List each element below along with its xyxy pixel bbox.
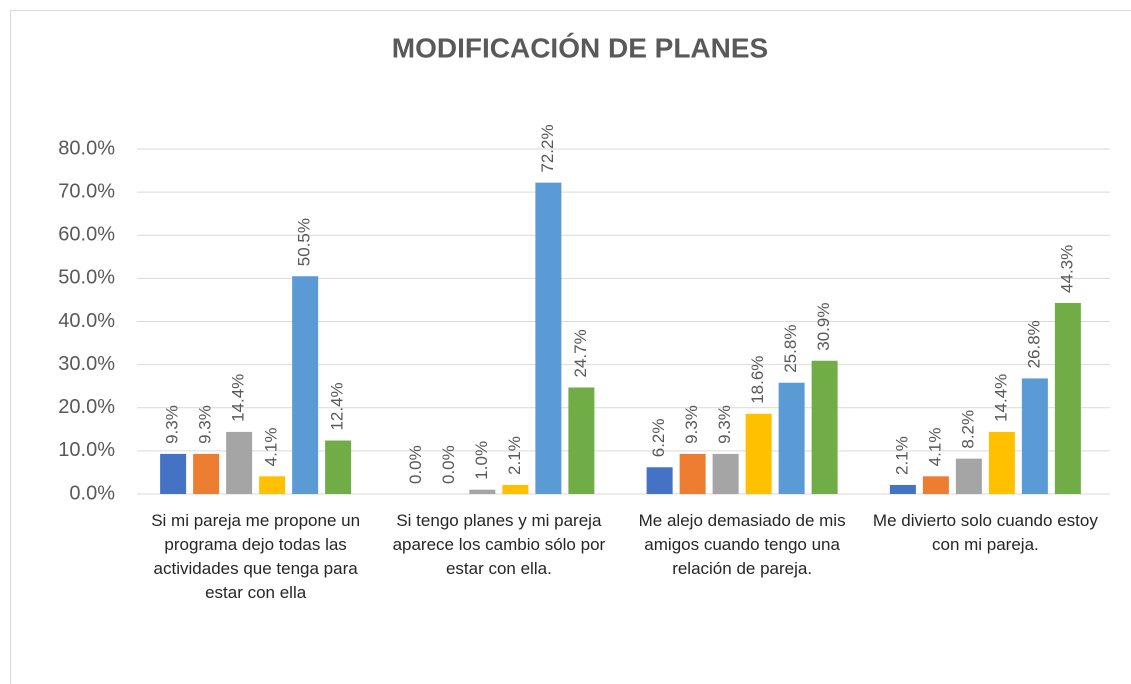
data-label: 25.8% [781, 325, 800, 373]
chart-title: MODIFICACIÓN DE PLANES [392, 32, 768, 63]
y-tick-label: 10.0% [58, 439, 115, 461]
data-label: 44.3% [1057, 245, 1076, 293]
data-label: 9.3% [715, 405, 734, 444]
data-label: 50.5% [295, 218, 314, 266]
bar [292, 276, 319, 494]
y-tick-label: 0.0% [69, 482, 115, 504]
y-tick-label: 80.0% [58, 137, 115, 159]
y-tick-label: 20.0% [58, 396, 115, 418]
data-label: 9.3% [163, 405, 182, 444]
bar [811, 360, 838, 494]
x-tick-label: Si mi pareja me propone un programa dejo… [151, 511, 361, 602]
data-label: 14.4% [991, 374, 1010, 422]
data-label: 8.2% [958, 410, 977, 449]
data-label: 0.0% [439, 445, 458, 484]
data-label: 30.9% [814, 303, 833, 351]
chart-border [10, 10, 1131, 684]
x-tick-label: Me alejo demasiado de mis amigos cuando … [638, 511, 846, 578]
bar [469, 489, 496, 494]
data-label: 9.3% [682, 405, 701, 444]
bar [1054, 302, 1081, 494]
bar [535, 182, 562, 494]
bar [259, 476, 286, 494]
data-label: 14.4% [229, 374, 248, 422]
data-label: 6.2% [649, 419, 668, 458]
data-label: 2.1% [892, 436, 911, 475]
bar [226, 431, 253, 494]
bar [325, 440, 352, 494]
data-label: 26.8% [1024, 320, 1043, 368]
data-label: 18.6% [748, 356, 767, 404]
bar [679, 453, 706, 494]
x-tick-label: Me divierto solo cuando estoy con mi par… [872, 511, 1098, 554]
bar [955, 458, 982, 494]
y-tick-label: 40.0% [58, 310, 115, 332]
data-label: 4.1% [925, 428, 944, 467]
data-label: 9.3% [196, 405, 215, 444]
bar [502, 484, 529, 494]
bar [712, 453, 739, 494]
data-label: 4.1% [262, 428, 281, 467]
x-tick-label: Si tengo planes y mi pareja aparece los … [392, 511, 606, 578]
y-tick-label: 50.0% [58, 267, 115, 289]
bar [778, 382, 805, 494]
bar [568, 387, 595, 494]
bar [160, 453, 187, 494]
y-tick-label: 30.0% [58, 353, 115, 375]
bar [193, 453, 220, 494]
bar [922, 476, 949, 494]
data-label: 72.2% [538, 124, 557, 172]
bar [745, 413, 772, 494]
data-label: 12.4% [328, 382, 347, 430]
y-tick-label: 60.0% [58, 224, 115, 246]
data-label: 2.1% [505, 436, 524, 475]
y-tick-label: 70.0% [58, 180, 115, 202]
bar [1021, 378, 1048, 494]
bar [889, 484, 916, 494]
bar [646, 467, 673, 494]
data-label: 1.0% [472, 441, 491, 480]
data-label: 0.0% [406, 445, 425, 484]
data-label: 24.7% [571, 329, 590, 377]
bar [988, 431, 1015, 494]
